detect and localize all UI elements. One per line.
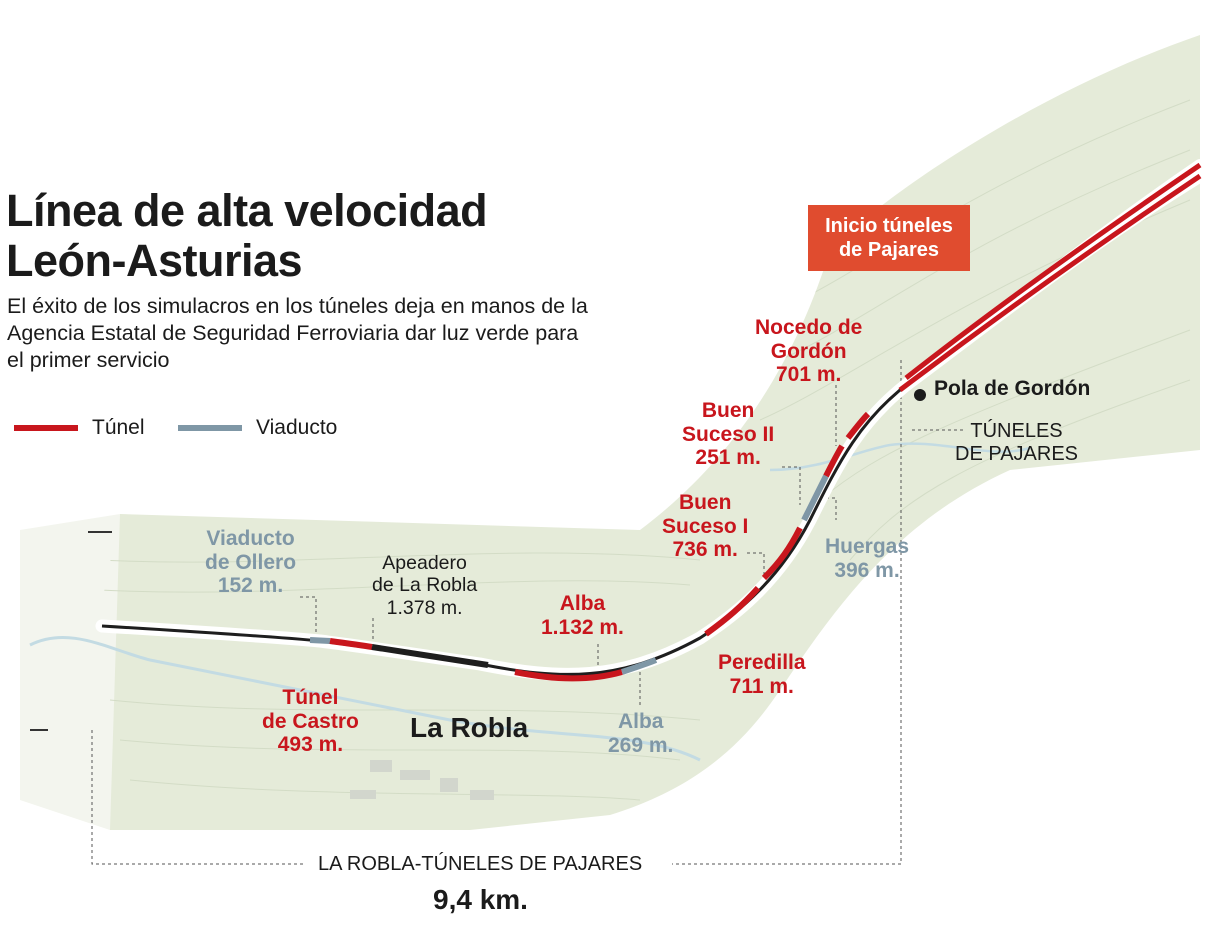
legend-tunnel: Túnel bbox=[14, 416, 145, 440]
tunnel-nocedo bbox=[845, 411, 871, 440]
apeadero-la-robla bbox=[371, 644, 489, 668]
tunnel-pajares-b bbox=[904, 162, 1202, 380]
badge-line-2: de Pajares bbox=[838, 239, 940, 261]
tunnel-buen-suceso-ii bbox=[823, 444, 845, 478]
page-title: Línea de alta velocidad León-Asturias bbox=[6, 185, 488, 287]
legend-viaduct-label: Viaducto bbox=[256, 416, 338, 439]
place-pola-de-gordon: Pola de Gordón bbox=[934, 377, 1091, 400]
legend-viaduct: Viaducto bbox=[178, 416, 337, 440]
legend-tunnel-swatch bbox=[14, 425, 78, 431]
legend-viaduct-swatch bbox=[178, 425, 242, 431]
label-apeadero: Apeadero de La Robla 1.378 m. bbox=[372, 552, 478, 619]
label-huergas: Huergas 396 m. bbox=[825, 535, 910, 582]
viaduct-alba bbox=[621, 657, 658, 675]
label-peredilla: Peredilla 711 m. bbox=[718, 651, 806, 698]
title-line-2: León-Asturias bbox=[6, 235, 303, 287]
badge-line-1: Inicio túneles bbox=[825, 215, 953, 237]
title-line-1: Línea de alta velocidad bbox=[6, 185, 488, 236]
pola-de-gordon-marker bbox=[914, 389, 926, 401]
viaduct-huergas bbox=[801, 474, 829, 522]
subtitle: El éxito de los simulacros en los túnele… bbox=[7, 294, 588, 372]
tunnel-peredilla bbox=[704, 586, 761, 637]
label-nocedo: Nocedo de Gordón 701 m. bbox=[755, 316, 863, 387]
label-viaducto-ollero: Viaducto de Ollero 152 m. bbox=[205, 527, 297, 598]
label-tunel-castro: Túnel de Castro 493 m. bbox=[262, 686, 359, 757]
label-alba-tunnel: Alba 1.132 m. bbox=[541, 592, 624, 639]
label-tuneles-pajares: TÚNELES DE PAJARES bbox=[955, 420, 1078, 465]
pajares-start-badge: Inicio túneles de Pajares bbox=[808, 205, 970, 271]
label-buen-suceso-ii: Buen Suceso II 251 m. bbox=[682, 399, 775, 470]
label-buen-suceso-i: Buen Suceso I 736 m. bbox=[662, 491, 749, 562]
river bbox=[29, 636, 701, 762]
tunnel-pajares-a bbox=[898, 173, 1202, 392]
tunnel-castro bbox=[329, 638, 373, 650]
terrain-fringe bbox=[20, 514, 120, 830]
tunnel-buen-suceso-i bbox=[761, 526, 803, 581]
distance-value: 9,4 km. bbox=[433, 884, 528, 915]
viaduct-ollero bbox=[309, 637, 331, 644]
legend-tunnel-label: Túnel bbox=[92, 416, 145, 439]
river bbox=[769, 442, 1031, 472]
distance-label: LA ROBLA-TÚNELES DE PAJARES bbox=[318, 853, 643, 875]
open-track bbox=[101, 380, 911, 676]
label-alba-viaduct: Alba 269 m. bbox=[608, 710, 674, 757]
tunnel-alba bbox=[514, 669, 623, 682]
place-la-robla: La Robla bbox=[410, 712, 529, 743]
